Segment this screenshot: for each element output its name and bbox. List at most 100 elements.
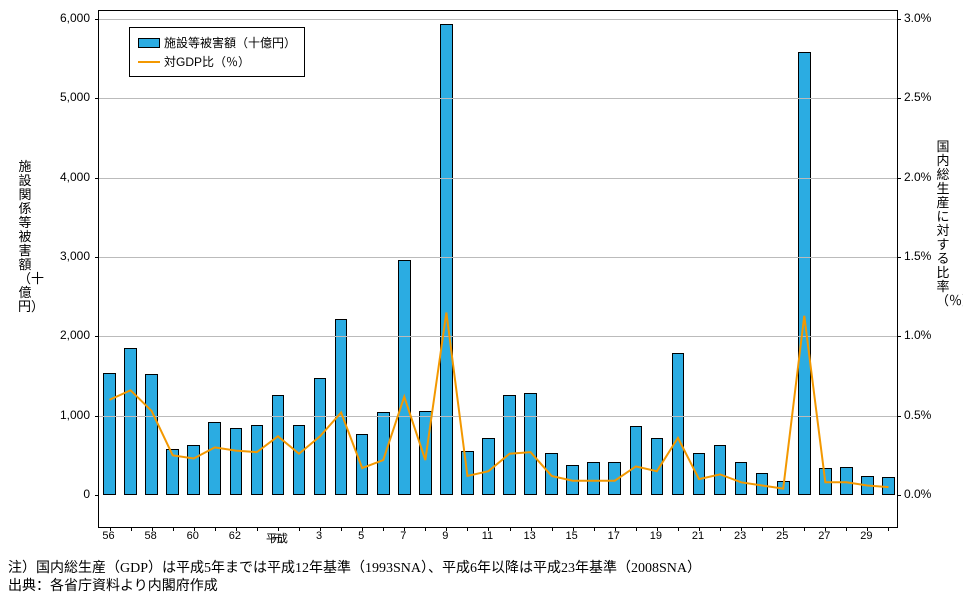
- x-tick-label: 17: [608, 530, 620, 542]
- y-tick-left: [95, 178, 99, 179]
- y-tick-right: [897, 257, 901, 258]
- bar: [693, 453, 706, 495]
- bar: [524, 393, 537, 495]
- bar: [672, 353, 685, 495]
- y-tick-left: [95, 336, 99, 337]
- x-tick-label: 13: [523, 530, 535, 542]
- y-right-tick-label: 1.0%: [904, 328, 931, 342]
- x-tick-label: 58: [145, 530, 157, 542]
- y-right-labels: 0.0% 0.5% 1.0% 1.5% 2.0% 2.5% 3.0%: [900, 10, 940, 528]
- bar: [482, 438, 495, 495]
- legend-bar-swatch: [138, 38, 160, 48]
- bar: [545, 453, 558, 495]
- y-left-tick-label: 6,000: [60, 11, 90, 25]
- y-tick-left: [95, 98, 99, 99]
- legend-line-label: 対GDP比（％）: [164, 53, 250, 70]
- x-tick-label: 7: [400, 530, 406, 542]
- bar: [124, 348, 137, 495]
- bar: [461, 451, 474, 495]
- gridline: [99, 19, 899, 20]
- x-tick-label: 19: [650, 530, 662, 542]
- bar: [145, 374, 158, 495]
- y-left-tick-label: 4,000: [60, 170, 90, 184]
- y-right-tick-label: 2.0%: [904, 170, 931, 184]
- bar: [819, 468, 832, 495]
- bar: [208, 422, 221, 495]
- bar: [798, 52, 811, 495]
- bar: [714, 445, 727, 495]
- y-right-tick-label: 0.0%: [904, 487, 931, 501]
- y-tick-right: [897, 19, 901, 20]
- bar: [230, 428, 243, 495]
- gridline: [99, 178, 899, 179]
- x-tick-label: 11: [482, 530, 493, 542]
- y-tick-right: [897, 336, 901, 337]
- legend-line-swatch: [138, 61, 160, 63]
- bar: [398, 260, 411, 495]
- bar: [882, 477, 895, 495]
- bar: [314, 378, 327, 495]
- footnote-line1: 注）国内総生産（GDP）は平成5年までは平成12年基準（1993SNA）、平成6…: [8, 560, 701, 578]
- bar: [735, 462, 748, 495]
- y-left-tick-label: 2,000: [60, 328, 90, 342]
- bar: [651, 438, 664, 495]
- x-tick-label: 21: [692, 530, 704, 542]
- bar: [356, 434, 369, 495]
- bar: [756, 473, 769, 495]
- bar: [566, 465, 579, 495]
- bar: [861, 476, 874, 495]
- y-right-tick-label: 2.5%: [904, 90, 931, 104]
- y-tick-right: [897, 98, 901, 99]
- bar: [293, 425, 306, 495]
- y-left-tick-label: 5,000: [60, 90, 90, 104]
- y-left-tick-label: 0: [83, 487, 90, 501]
- gridline: [99, 98, 899, 99]
- legend-bar-row: 施設等被害額（十億円）: [138, 34, 296, 51]
- x-tick-label: 9: [442, 530, 448, 542]
- bar: [503, 395, 516, 495]
- bar: [777, 481, 790, 495]
- x-tick-label: 29: [860, 530, 872, 542]
- bar: [272, 395, 285, 495]
- bar: [587, 462, 600, 495]
- y-tick-right: [897, 178, 901, 179]
- y-tick-left: [95, 495, 99, 496]
- x-tick-label: 62: [229, 530, 241, 542]
- y-left-labels: 01,0002,0003,0004,0005,0006,000: [44, 10, 94, 528]
- y-left-tick-label: 3,000: [60, 249, 90, 263]
- bar: [630, 426, 643, 495]
- x-tick-label: 5: [358, 530, 364, 542]
- legend: 施設等被害額（十億円） 対GDP比（％）: [129, 27, 305, 77]
- bar: [166, 449, 179, 495]
- y-tick-left: [95, 416, 99, 417]
- bar: [419, 411, 432, 495]
- bar: [377, 412, 390, 495]
- gridline: [99, 416, 899, 417]
- x-tick-label: 56: [102, 530, 114, 542]
- x-tick-label: 60: [187, 530, 199, 542]
- bar: [187, 445, 200, 495]
- x-tick-label: 15: [566, 530, 578, 542]
- legend-bar-label: 施設等被害額（十億円）: [164, 34, 296, 51]
- legend-line-row: 対GDP比（％）: [138, 53, 296, 70]
- bar: [840, 467, 853, 495]
- y-right-tick-label: 0.5%: [904, 408, 931, 422]
- y-right-tick-label: 3.0%: [904, 11, 931, 25]
- y-tick-left: [95, 19, 99, 20]
- bar: [335, 319, 348, 495]
- bar: [251, 425, 264, 495]
- y-tick-left: [95, 257, 99, 258]
- footnotes: 注）国内総生産（GDP）は平成5年までは平成12年基準（1993SNA）、平成6…: [8, 560, 701, 596]
- y-left-axis-title: 施設関係等被害額（十億円）: [18, 160, 32, 314]
- x-tick-label: 23: [734, 530, 746, 542]
- x-axis-labels: 56586062平成元357911131517192123252729: [98, 530, 898, 560]
- y-right-tick-label: 1.5%: [904, 249, 931, 263]
- x-tick-label: 3: [316, 530, 322, 542]
- chart-container: 施設等被害額（十億円） 対GDP比（％）: [98, 10, 898, 528]
- footnote-line2: 出典：各省庁資料より内閣府作成: [8, 578, 701, 596]
- gridline: [99, 257, 899, 258]
- bar: [608, 462, 621, 495]
- y-tick-right: [897, 495, 901, 496]
- bar: [440, 24, 453, 495]
- x-tick-label: 25: [776, 530, 788, 542]
